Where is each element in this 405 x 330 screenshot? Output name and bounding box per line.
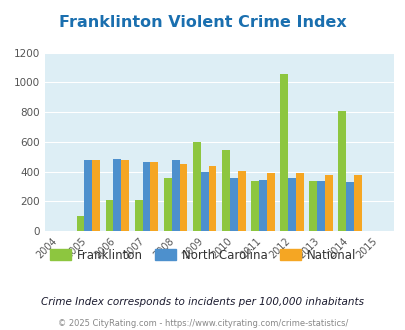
Bar (353, 175, 361, 231)
Bar (287, 178, 295, 231)
Bar (179, 164, 187, 231)
Bar (316, 181, 324, 231)
Bar (324, 175, 332, 231)
Bar (266, 173, 274, 231)
Bar (337, 111, 345, 231)
Bar (84, 160, 92, 231)
Bar (113, 159, 121, 231)
Bar (208, 166, 216, 231)
Bar (142, 162, 150, 231)
Bar (309, 181, 316, 231)
Bar (76, 216, 84, 231)
Text: © 2025 CityRating.com - https://www.cityrating.com/crime-statistics/: © 2025 CityRating.com - https://www.city… (58, 319, 347, 328)
Bar (163, 178, 171, 231)
Bar (121, 160, 129, 231)
Bar (92, 160, 100, 231)
Text: Franklinton Violent Crime Index: Franklinton Violent Crime Index (59, 15, 346, 30)
Bar (222, 149, 229, 231)
Bar (192, 142, 200, 231)
Bar (200, 172, 208, 231)
Bar (258, 180, 266, 231)
Bar (229, 178, 237, 231)
Bar (250, 181, 258, 231)
Bar (134, 200, 142, 231)
Bar (150, 162, 158, 231)
Bar (295, 173, 303, 231)
Text: Crime Index corresponds to incidents per 100,000 inhabitants: Crime Index corresponds to incidents per… (41, 297, 364, 307)
Bar (237, 171, 245, 231)
Bar (171, 160, 179, 231)
Bar (279, 74, 287, 231)
Bar (345, 182, 353, 231)
Bar (105, 200, 113, 231)
Legend: Franklinton, North Carolina, National: Franklinton, North Carolina, National (45, 244, 360, 266)
